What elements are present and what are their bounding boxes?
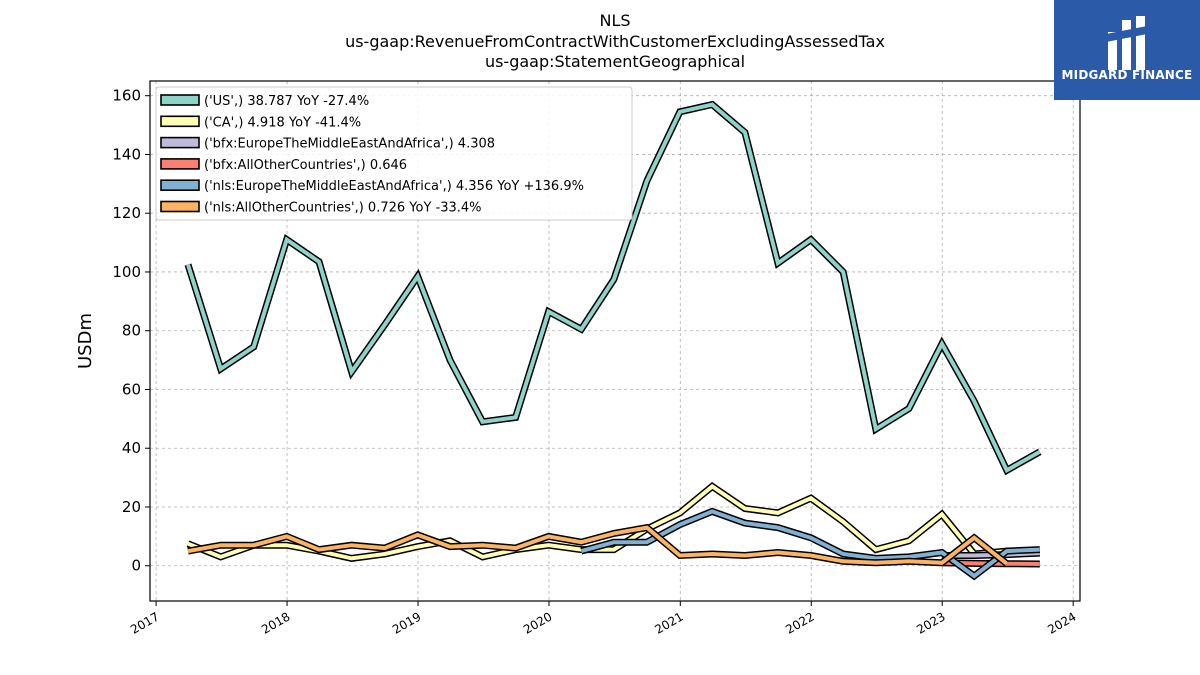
x-tick-label: 2021	[652, 609, 685, 636]
y-tick-label: 100	[112, 263, 141, 281]
y-tick-label: 20	[122, 498, 141, 516]
series-lines	[184, 100, 1042, 581]
y-tick-label: 120	[112, 204, 141, 222]
series-5	[187, 523, 1009, 567]
y-tick-label: 40	[122, 439, 141, 457]
x-tick-label: 2023	[914, 609, 947, 636]
x-tick-label: 2018	[259, 609, 292, 636]
series-0	[184, 100, 1042, 476]
y-tick-label: 0	[131, 557, 141, 575]
legend: ('US',) 38.787 YoY -27.4% ('CA',) 4.918 Y…	[155, 86, 633, 221]
logo-mark-icon	[1106, 16, 1147, 70]
legend-entry: ('bfx:AllOtherCountries',) 0.646	[204, 158, 407, 173]
chart-title: NLS us-gaap:RevenueFromContractWithCusto…	[345, 11, 885, 71]
chart-title-line-1: NLS	[599, 11, 630, 30]
legend-entry: ('nls:AllOtherCountries',) 0.726 YoY -33…	[204, 201, 482, 216]
series-line	[187, 483, 1040, 561]
y-tick-label: 140	[112, 145, 141, 163]
y-tick-label: 160	[112, 87, 141, 105]
plot-area-frame	[149, 80, 1081, 602]
legend-swatch	[160, 115, 200, 128]
legend-box	[155, 86, 633, 221]
midgard-finance-logo: MIDGARD FINANCE	[1054, 0, 1200, 100]
y-axis-label: USDm	[75, 313, 96, 369]
legend-entry: ('US',) 38.787 YoY -27.4%	[204, 94, 369, 109]
x-tick-label: 2020	[521, 609, 554, 636]
y-tick-label: 60	[122, 380, 141, 398]
x-tick-label: 2024	[1045, 609, 1078, 636]
chart-title-line-3: us-gaap:StatementGeographical	[485, 52, 745, 71]
x-tick-label: 2017	[128, 609, 161, 636]
legend-swatch	[160, 179, 200, 191]
series-line	[186, 102, 1041, 474]
series-line	[187, 525, 1009, 566]
x-tick-label: 2019	[390, 609, 423, 636]
legend-swatch	[160, 94, 200, 106]
legend-entry: ('bfx:EuropeTheMiddleEastAndAfrica',) 4.…	[204, 137, 495, 152]
legend-swatch	[160, 158, 200, 170]
logo-text: MIDGARD FINANCE	[1061, 68, 1193, 82]
chart-title-line-2: us-gaap:RevenueFromContractWithCustomerE…	[345, 32, 885, 51]
y-tick-label: 80	[122, 322, 141, 340]
legend-entry: ('nls:EuropeTheMiddleEastAndAfrica',) 4.…	[204, 179, 584, 194]
x-tick-label: 2022	[783, 609, 816, 636]
series-1	[186, 482, 1040, 562]
legend-swatch	[160, 136, 200, 149]
legend-swatch	[160, 200, 200, 213]
legend-entry: ('CA',) 4.918 YoY -41.4%	[204, 115, 361, 130]
